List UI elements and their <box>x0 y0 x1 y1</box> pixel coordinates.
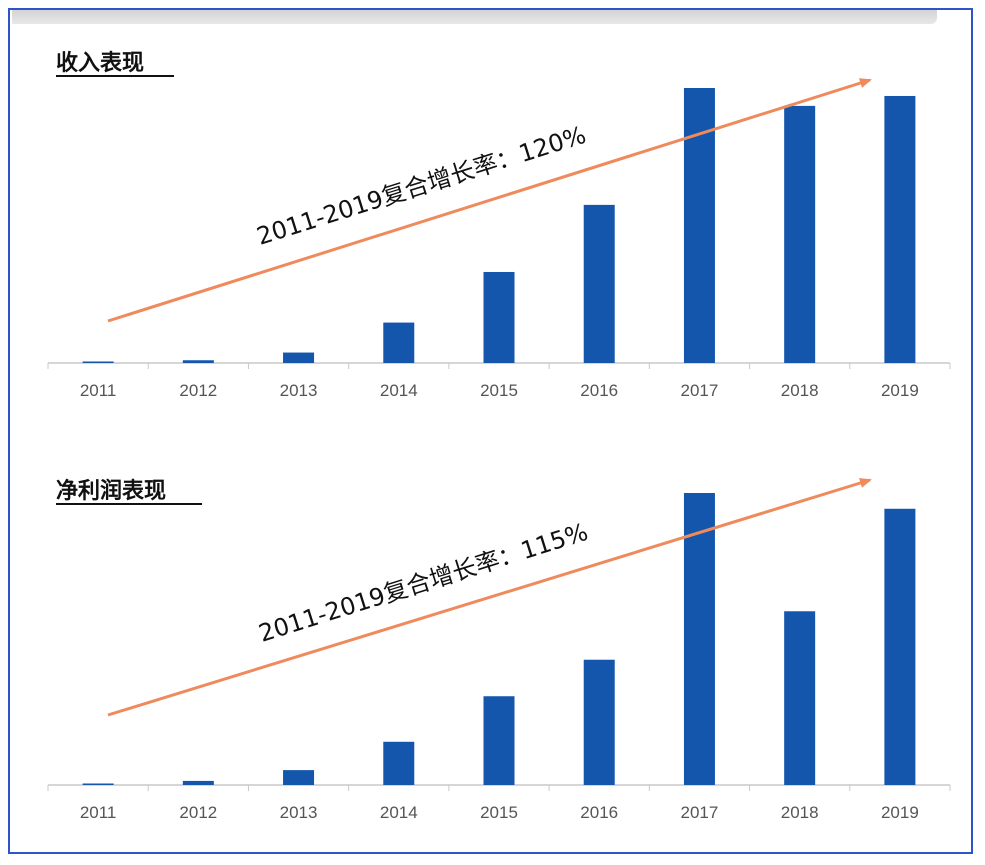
bar-2011 <box>82 783 114 785</box>
trend-arrow <box>107 478 872 717</box>
bar-2012 <box>182 780 214 785</box>
x-tick-label: 2014 <box>380 381 418 400</box>
bar-2018 <box>784 611 816 785</box>
bar-2017 <box>683 493 715 785</box>
x-tick-label: 2017 <box>681 381 719 400</box>
x-tick-label: 2016 <box>580 381 618 400</box>
x-tick-label: 2013 <box>280 803 318 822</box>
x-tick-label: 2019 <box>881 803 919 822</box>
bar-2011 <box>82 361 114 363</box>
revenue-chart: 收入表现 2011 2012 2013 2014 2015 2016 2017 2018 201… <box>47 50 951 400</box>
trend-arrow <box>107 78 872 323</box>
bar-2019 <box>884 95 916 363</box>
bar-2015 <box>483 696 515 785</box>
bar-2015 <box>483 271 515 363</box>
x-tick-label: 2018 <box>781 381 819 400</box>
x-tick-label: 2015 <box>480 803 518 822</box>
x-tick-label: 2013 <box>280 381 318 400</box>
x-tick-label: 2019 <box>881 381 919 400</box>
bar-2012 <box>182 360 214 363</box>
chart-title: 收入表现 <box>56 50 144 76</box>
x-tick-label: 2018 <box>781 803 819 822</box>
x-tick-label: 2016 <box>580 803 618 822</box>
x-tick-label: 2012 <box>179 803 217 822</box>
bar-2018 <box>784 105 816 363</box>
x-tick-label: 2017 <box>681 803 719 822</box>
bar-2016 <box>583 204 615 363</box>
x-tick-label: 2012 <box>179 381 217 400</box>
bar-2014 <box>383 322 415 363</box>
x-tick-label: 2015 <box>480 381 518 400</box>
x-tick-label: 2011 <box>80 381 117 400</box>
net-profit-chart: 净利润表现 2011 2012 2013 2014 2015 2016 2017 2018 20… <box>47 478 951 822</box>
bar-2016 <box>583 659 615 785</box>
top-scrollbar <box>12 10 937 24</box>
bar-2019 <box>884 508 916 785</box>
bar-2013 <box>283 770 315 785</box>
x-tick-label: 2014 <box>380 803 418 822</box>
x-tick-label: 2011 <box>80 803 117 822</box>
bar-2013 <box>283 352 315 363</box>
bar-2014 <box>383 741 415 785</box>
chart-title: 净利润表现 <box>56 478 166 504</box>
